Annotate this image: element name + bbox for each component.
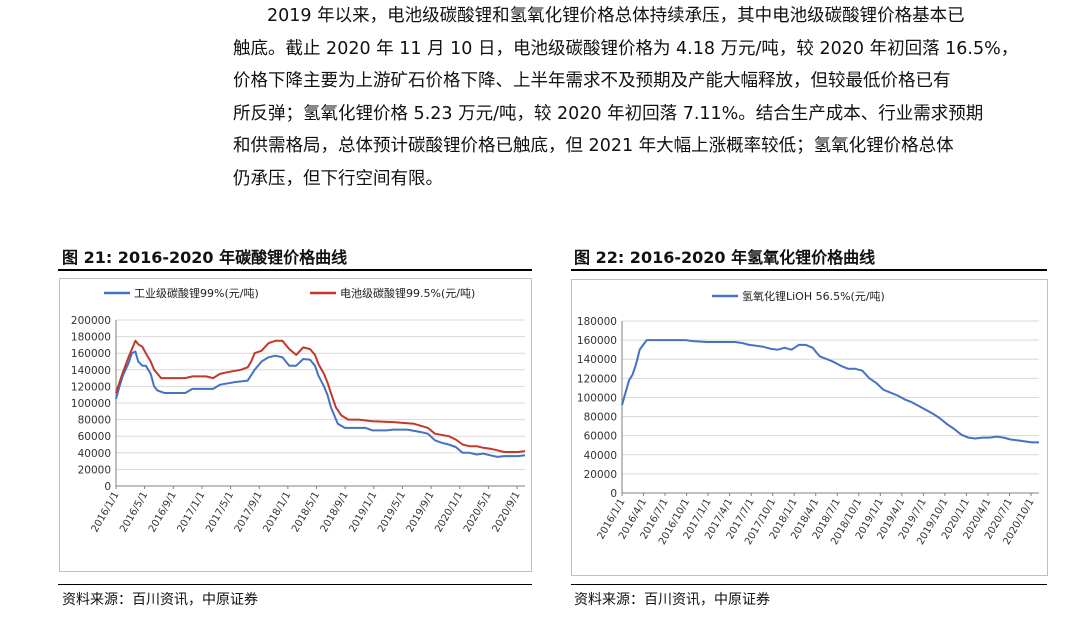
paragraph-line: 价格下降主要为上游矿石价格下降、上半年需求不及预期及产能大幅释放，但较最低价格已…: [233, 71, 951, 91]
figure-22-bottom-rule: [571, 584, 1047, 585]
x-tick-label: 2020/5/1: [462, 490, 494, 534]
x-tick-label: 2018/5/1: [290, 490, 322, 534]
y-tick-label: 100000: [71, 398, 111, 410]
paragraph-line: 仍承压，但下行空间有限。: [233, 168, 443, 189]
x-tick-label: 2017/5/1: [204, 490, 236, 534]
y-tick-label: 80000: [78, 415, 111, 427]
series-line: [115, 350, 526, 458]
x-tick-label: 2018/1/1: [261, 490, 293, 534]
x-tick-label: 2019/1/1: [347, 490, 379, 534]
x-tick-label: 2020/9/1: [491, 490, 523, 534]
y-tick-label: 180000: [577, 316, 617, 328]
x-tick-label: 2019/9/1: [405, 490, 437, 534]
series-line: [621, 339, 1039, 444]
x-tick-label: 2016/1/1: [90, 490, 122, 534]
figure-21-bottom-rule: [58, 584, 532, 585]
y-tick-label: 0: [104, 481, 111, 493]
legend-label: 工业级碳酸锂99%(元/吨): [134, 286, 259, 300]
figure-21-top-rule: [58, 269, 532, 271]
figure-22-title: 图 22: 2016-2020 年氢氧化锂价格曲线: [574, 248, 876, 267]
figure-21-chart-frame: 0 20000 40000 60000 80000 100000 120000 140000 1…: [59, 278, 532, 572]
series-line: [115, 339, 526, 453]
y-tick-label: 40000: [78, 448, 111, 460]
y-tick-label: 60000: [78, 431, 111, 443]
y-tick-label: 140000: [577, 354, 617, 366]
y-tick-label: 20000: [584, 469, 617, 481]
figure-22-source: 资料来源：百川资讯，中原证券: [574, 592, 770, 608]
legend-label: 电池级碳酸锂99.5%(元/吨): [340, 286, 475, 300]
y-tick-label: 160000: [71, 348, 111, 360]
paragraph-line: 和供需格局，总体预计碳酸锂价格已触底，但 2021 年大幅上涨概率较低；氢氧化锂…: [233, 136, 954, 156]
legend-label: 氢氧化锂LiOH 56.5%(元/吨): [742, 289, 885, 303]
y-tick-label: 200000: [71, 315, 111, 327]
figure-21-title: 图 21: 2016-2020 年碳酸锂价格曲线: [62, 248, 348, 267]
x-tick-label: 2016/5/1: [118, 490, 150, 534]
x-tick-label: 2016/9/1: [147, 490, 179, 534]
figure-21-source: 资料来源：百川资讯，中原证券: [62, 592, 258, 608]
y-tick-label: 100000: [577, 392, 617, 404]
y-tick-label: 160000: [577, 335, 617, 347]
y-tick-label: 60000: [584, 431, 617, 443]
x-tick-label: 2020/1/1: [433, 490, 465, 534]
y-tick-label: 20000: [78, 464, 111, 476]
figure-22-chart-frame: 0 20000 40000 60000 80000 100000 120000 140000 1…: [571, 279, 1048, 576]
figure-22-chart: 0 20000 40000 60000 80000 100000 120000 140000 1…: [577, 289, 1039, 547]
x-tick-label: 2019/5/1: [376, 490, 408, 534]
x-tick-label: 2017/9/1: [233, 490, 265, 534]
y-tick-label: 140000: [71, 365, 111, 377]
paragraph-line: 所反弹；氢氧化锂价格 5.23 万元/吨，较 2020 年初回落 7.11%。结…: [233, 103, 984, 124]
figure-21-chart: 0 20000 40000 60000 80000 100000 120000 140000 1…: [71, 286, 526, 534]
x-tick-label: 2017/1/1: [176, 490, 208, 534]
y-tick-label: 0: [610, 488, 617, 500]
y-tick-label: 80000: [584, 412, 617, 424]
body-paragraph: 2019 年以来，电池级碳酸锂和氢氧化锂价格总体持续承压，其中电池级碳酸锂价格基…: [233, 0, 1076, 195]
paragraph-line: 触底。截止 2020 年 11 月 10 日，电池级碳酸锂价格为 4.18 万元…: [233, 38, 1019, 59]
figure-22-top-rule: [571, 269, 1047, 271]
y-tick-label: 120000: [577, 373, 617, 385]
y-tick-label: 40000: [584, 450, 617, 462]
y-tick-label: 180000: [71, 332, 111, 344]
x-tick-label: 2018/9/1: [319, 490, 351, 534]
y-tick-label: 120000: [71, 381, 111, 393]
paragraph-line: 2019 年以来，电池级碳酸锂和氢氧化锂价格总体持续承压，其中电池级碳酸锂价格基…: [267, 6, 965, 26]
